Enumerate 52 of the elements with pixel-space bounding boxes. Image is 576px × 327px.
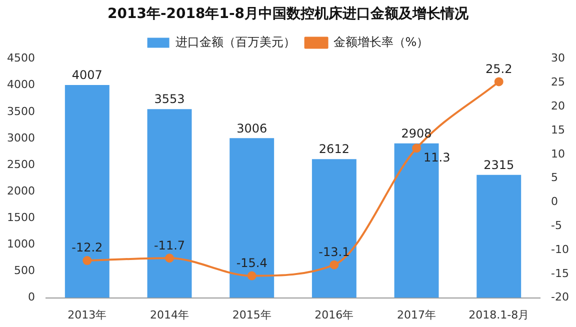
y-tick-label: 3500 xyxy=(6,104,35,118)
y2-tick-label: 0 xyxy=(551,195,558,208)
x-tick-label: 2018.1-8月 xyxy=(468,308,530,322)
data-label: 3553 xyxy=(154,92,185,106)
point xyxy=(247,271,256,280)
y2-tick-label: -10 xyxy=(551,242,569,256)
y2-tick-label: 25 xyxy=(551,76,566,89)
data-label: -13.1 xyxy=(318,244,350,259)
y-tick-label: 4500 xyxy=(6,52,35,65)
bar xyxy=(64,84,110,298)
legend-label: 金额增长率（%） xyxy=(333,34,429,49)
y-tick-label: 2500 xyxy=(6,158,35,171)
point xyxy=(412,144,422,153)
y-tick-label: 2000 xyxy=(6,184,35,198)
data-label: 2315 xyxy=(484,158,514,172)
data-label: 4007 xyxy=(72,68,102,82)
y2-tick-label: 30 xyxy=(551,52,566,65)
legend-label: 进口金额（百万美元） xyxy=(175,34,296,49)
y-tick-label: 500 xyxy=(14,264,35,278)
bar xyxy=(230,138,274,298)
y2-tick-label: -20 xyxy=(551,290,569,304)
y2-tick-label: 10 xyxy=(551,147,566,160)
bar xyxy=(312,159,356,298)
y2-tick-label: 20 xyxy=(551,99,566,112)
x-tick-label: 2015年 xyxy=(232,308,272,322)
y-tick-label: 1500 xyxy=(6,210,35,224)
y2-tick-label: -15 xyxy=(551,266,569,280)
data-label: 2612 xyxy=(318,142,350,156)
x-tick-label: 2013年 xyxy=(68,308,107,322)
data-label: -12.2 xyxy=(72,240,103,255)
data-label: -11.7 xyxy=(154,238,186,252)
point xyxy=(330,260,339,270)
y-tick-label: 3000 xyxy=(6,131,35,144)
bar xyxy=(147,109,192,298)
chart-title: 2013年-2018年1-8月中国数控机床进口金额及增长情况 xyxy=(107,5,470,22)
data-label: 2908 xyxy=(401,126,432,140)
point xyxy=(165,254,174,263)
y-tick-label: 4000 xyxy=(6,78,35,92)
y-tick-label: 1000 xyxy=(6,238,35,251)
y2-tick-label: -5 xyxy=(551,218,562,232)
bar xyxy=(476,174,522,298)
y2-tick-label: 5 xyxy=(551,171,558,184)
data-label: 3006 xyxy=(236,121,268,136)
data-label: -15.4 xyxy=(236,256,268,270)
point xyxy=(494,77,504,86)
x-tick-label: 2014年 xyxy=(150,308,190,322)
y-tick-label: 0 xyxy=(28,290,35,304)
data-label: 25.2 xyxy=(486,62,512,76)
x-tick-label: 2017年 xyxy=(397,308,436,322)
x-tick-label: 2016年 xyxy=(314,308,354,322)
point xyxy=(82,256,92,266)
y2-tick-label: 15 xyxy=(551,123,566,136)
